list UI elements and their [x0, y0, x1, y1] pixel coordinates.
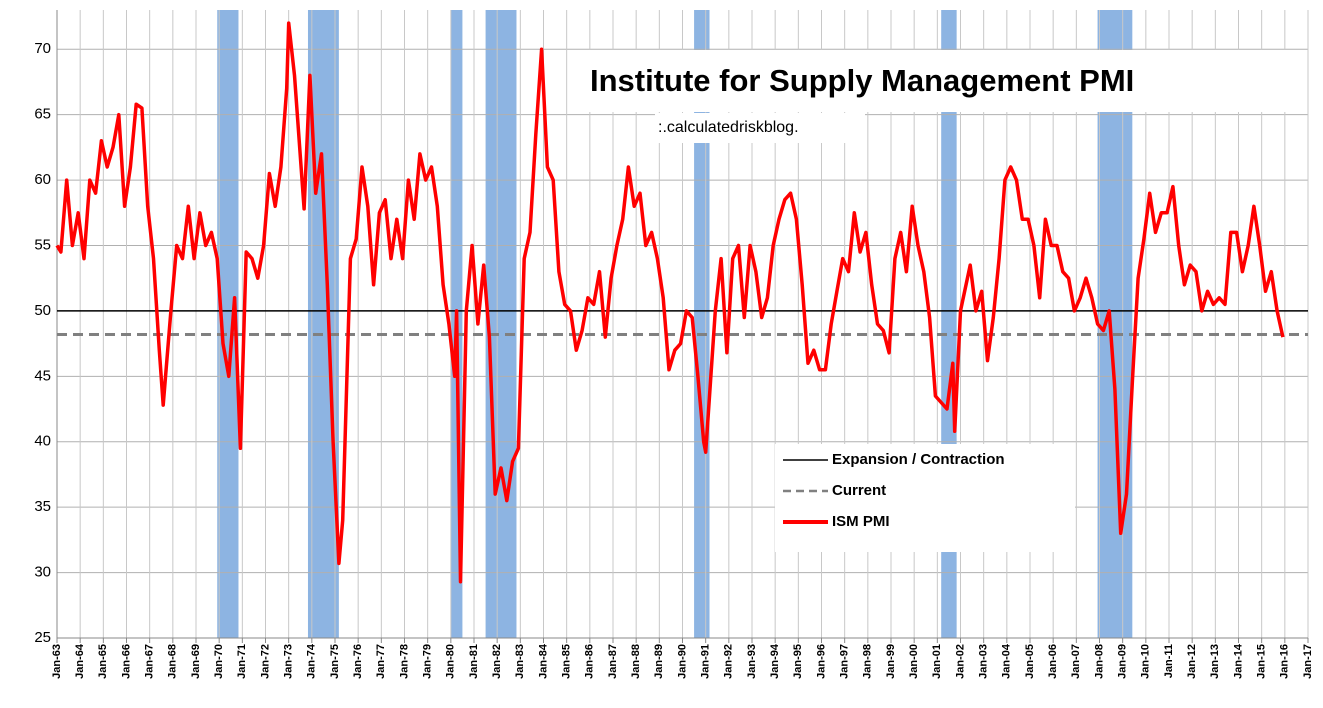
y-tick-label: 70 — [34, 40, 51, 57]
x-tick-label: Jan-65 — [97, 644, 109, 679]
x-tick-label: Jan-76 — [352, 644, 364, 679]
x-tick-label: Jan-74 — [306, 643, 318, 679]
x-tick-label: Jan-12 — [1186, 644, 1198, 679]
x-tick-label: Jan-95 — [792, 644, 804, 679]
x-tick-label: Jan-93 — [746, 644, 758, 679]
x-tick-label: Jan-01 — [931, 644, 943, 679]
x-tick-label: Jan-02 — [954, 644, 966, 679]
x-tick-label: Jan-85 — [561, 644, 573, 679]
y-tick-label: 60 — [34, 171, 51, 188]
y-tick-label: 35 — [34, 498, 51, 515]
x-tick-label: Jan-13 — [1209, 644, 1221, 679]
x-tick-label: Jan-67 — [144, 644, 156, 679]
x-tick-label: Jan-17 — [1302, 644, 1314, 679]
recession-band — [217, 10, 239, 638]
x-tick-label: Jan-99 — [885, 644, 897, 679]
y-tick-label: 55 — [34, 236, 51, 253]
legend-label: Expansion / Contraction — [832, 451, 1005, 468]
x-tick-label: Jan-87 — [607, 644, 619, 679]
x-tick-label: Jan-68 — [167, 644, 179, 679]
watermark: :.calculatedriskblog. — [658, 119, 799, 136]
x-tick-label: Jan-88 — [630, 644, 642, 679]
x-tick-label: Jan-71 — [236, 644, 248, 679]
x-tick-label: Jan-06 — [1047, 644, 1059, 679]
x-tick-label: Jan-73 — [283, 644, 295, 679]
y-tick-label: 40 — [34, 433, 51, 450]
x-tick-label: Jan-03 — [978, 644, 990, 679]
x-tick-label: Jan-80 — [445, 644, 457, 679]
watermark-box — [655, 113, 865, 143]
x-tick-label: Jan-63 — [51, 644, 63, 679]
x-tick-label: Jan-84 — [537, 643, 549, 679]
x-tick-label: Jan-72 — [259, 644, 271, 679]
x-tick-label: Jan-90 — [676, 644, 688, 679]
legend-box — [775, 444, 1075, 552]
chart-title: Institute for Supply Management PMI — [590, 63, 1134, 98]
x-tick-label: Jan-91 — [700, 644, 712, 679]
axis-labels: 25 30 35 40 45 50 55 60 65 70 Jan-63 Jan-64 Jan-65 Ja… — [34, 40, 1314, 679]
x-tick-label: Jan-10 — [1140, 644, 1152, 679]
x-tick-label: Jan-86 — [584, 644, 596, 679]
x-tick-label: Jan-89 — [653, 644, 665, 679]
legend-label: Current — [832, 482, 886, 499]
x-tick-label: Jan-81 — [468, 644, 480, 679]
x-tick-label: Jan-82 — [491, 644, 503, 679]
x-tick-label: Jan-79 — [422, 644, 434, 679]
x-tick-label: Jan-98 — [862, 644, 874, 679]
y-tick-label: 65 — [34, 106, 51, 123]
x-tick-label: Jan-83 — [514, 644, 526, 679]
x-tick-label: Jan-69 — [190, 644, 202, 679]
x-tick-label: Jan-94 — [769, 643, 781, 679]
x-tick-label: Jan-16 — [1279, 644, 1291, 679]
title-box — [572, 50, 1302, 112]
legend: Expansion / Contraction Current ISM PMI — [783, 451, 1005, 530]
x-tick-label: Jan-08 — [1093, 644, 1105, 679]
x-tick-label: Jan-07 — [1070, 644, 1082, 679]
x-tick-label: Jan-64 — [74, 643, 86, 679]
x-tick-label: Jan-75 — [329, 644, 341, 679]
legend-label: ISM PMI — [832, 513, 890, 530]
x-tick-label: Jan-04 — [1001, 643, 1013, 679]
x-tick-label: Jan-00 — [908, 644, 920, 679]
x-tick-label: Jan-14 — [1232, 643, 1244, 679]
y-tick-label: 25 — [34, 629, 51, 646]
y-tick-label: 45 — [34, 367, 51, 384]
x-tick-label: Jan-05 — [1024, 644, 1036, 679]
x-tick-label: Jan-97 — [839, 644, 851, 679]
recession-band — [485, 10, 517, 638]
x-tick-label: Jan-92 — [723, 644, 735, 679]
x-tick-label: Jan-15 — [1256, 644, 1268, 679]
x-tick-label: Jan-78 — [398, 644, 410, 679]
x-tick-label: Jan-96 — [815, 644, 827, 679]
x-tick-label: Jan-09 — [1117, 644, 1129, 679]
x-tick-label: Jan-11 — [1163, 644, 1175, 678]
x-tick-label: Jan-66 — [120, 644, 132, 679]
x-tick-label: Jan-70 — [213, 644, 225, 679]
series-line — [55, 21, 1285, 584]
series — [55, 21, 1285, 584]
y-tick-label: 50 — [34, 302, 51, 319]
y-tick-label: 30 — [34, 564, 51, 581]
x-tick-label: Jan-77 — [375, 644, 387, 679]
